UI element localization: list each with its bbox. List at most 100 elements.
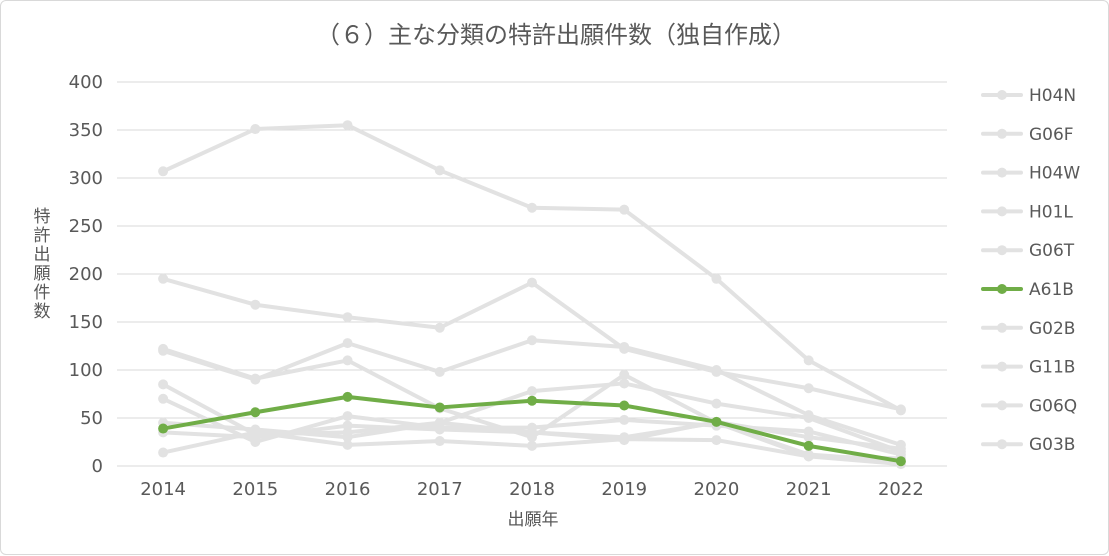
data-point bbox=[158, 393, 169, 404]
legend-label: G06F bbox=[1029, 125, 1074, 145]
data-point bbox=[895, 404, 906, 415]
legend-swatch-marker bbox=[997, 245, 1007, 256]
data-point bbox=[895, 443, 906, 454]
y-axis-title-char: 特 bbox=[34, 207, 51, 227]
data-point bbox=[250, 124, 261, 135]
series-H04N bbox=[158, 120, 906, 416]
data-point bbox=[434, 436, 445, 447]
data-point bbox=[434, 322, 445, 333]
legend-item-A61B: A61B bbox=[981, 280, 1074, 300]
legend-item-H04W: H04W bbox=[981, 164, 1080, 184]
y-tick-label: 50 bbox=[80, 408, 103, 429]
data-point bbox=[158, 166, 169, 177]
data-point bbox=[803, 383, 814, 394]
data-point bbox=[619, 434, 630, 445]
data-point bbox=[619, 204, 630, 215]
data-point bbox=[803, 432, 814, 443]
y-tick-label: 150 bbox=[69, 312, 103, 333]
data-point bbox=[527, 395, 537, 406]
data-point bbox=[803, 451, 814, 462]
legend-label: G03B bbox=[1029, 435, 1075, 455]
data-point bbox=[711, 273, 722, 284]
data-point bbox=[803, 440, 814, 451]
y-tick-label: 300 bbox=[69, 168, 103, 189]
series-G06F bbox=[158, 273, 906, 415]
y-tick-label: 250 bbox=[69, 216, 103, 237]
legend-swatch-marker bbox=[997, 439, 1007, 450]
legend-item-G02B: G02B bbox=[981, 319, 1075, 339]
legend-swatch-marker bbox=[997, 128, 1007, 139]
gridlines bbox=[117, 81, 947, 467]
data-point bbox=[342, 439, 353, 450]
y-tick-label: 350 bbox=[69, 120, 103, 141]
y-axis-ticks: 0 50 100 150 200 250 300 350 400 bbox=[69, 72, 103, 477]
legend-label: G06T bbox=[1029, 241, 1075, 261]
x-tick-label: 2014 bbox=[140, 479, 186, 500]
y-axis-title-char: 数 bbox=[34, 302, 51, 322]
data-point bbox=[803, 413, 814, 423]
data-point bbox=[342, 420, 353, 431]
series-lines bbox=[158, 120, 906, 470]
data-point bbox=[619, 369, 630, 380]
y-axis-title-char: 件 bbox=[34, 283, 51, 303]
data-point bbox=[342, 120, 353, 131]
data-point bbox=[711, 435, 722, 446]
data-point bbox=[619, 400, 630, 411]
y-axis-title-char: 出 bbox=[34, 245, 51, 265]
data-point bbox=[434, 424, 445, 435]
data-point bbox=[342, 391, 353, 402]
data-point bbox=[619, 341, 630, 352]
data-point bbox=[342, 411, 353, 422]
legend-label: H04N bbox=[1029, 86, 1076, 106]
legend-label: G06Q bbox=[1029, 396, 1077, 416]
y-tick-label: 100 bbox=[69, 360, 103, 381]
legend-item-G03B: G03B bbox=[981, 435, 1075, 455]
data-point bbox=[711, 398, 722, 409]
data-point bbox=[250, 427, 261, 438]
legend-item-H01L: H01L bbox=[981, 202, 1073, 222]
y-tick-label: 400 bbox=[69, 72, 103, 93]
x-tick-label: 2019 bbox=[601, 479, 647, 500]
data-point bbox=[527, 335, 537, 346]
y-axis-title-char: 許 bbox=[34, 226, 51, 246]
data-point bbox=[619, 414, 630, 425]
legend-label: H04W bbox=[1029, 164, 1080, 184]
legend-swatch-marker bbox=[997, 284, 1007, 294]
chart-title: （６）主な分類の特許出願件数（独自作成） bbox=[316, 21, 796, 49]
y-tick-label: 200 bbox=[69, 264, 103, 285]
legend-item-G11B: G11B bbox=[981, 358, 1075, 378]
data-point bbox=[250, 407, 261, 418]
legend-item-G06F: G06F bbox=[981, 125, 1074, 145]
legend: H04N G06F H04W H01L G06T A61B G02B G11B G06Q G03B bbox=[981, 86, 1080, 455]
series-line bbox=[161, 123, 903, 413]
data-point bbox=[895, 456, 906, 467]
data-point bbox=[342, 432, 353, 443]
data-point bbox=[527, 202, 537, 213]
legend-swatch-marker bbox=[997, 322, 1007, 333]
legend-swatch-marker bbox=[997, 90, 1007, 100]
x-axis-ticks: 2014 2015 2016 2017 2018 2019 2020 2021 2022 bbox=[140, 479, 924, 500]
data-point bbox=[158, 447, 169, 458]
data-point bbox=[158, 273, 169, 284]
data-point bbox=[527, 427, 537, 438]
x-tick-label: 2016 bbox=[325, 479, 371, 500]
legend-label: H01L bbox=[1029, 202, 1073, 222]
legend-item-G06T: G06T bbox=[981, 241, 1075, 261]
legend-label: G11B bbox=[1029, 358, 1075, 378]
legend-item-H04N: H04N bbox=[981, 86, 1076, 106]
data-point bbox=[527, 440, 537, 451]
y-axis-title: 特許出願件数 bbox=[34, 207, 51, 322]
data-point bbox=[250, 373, 261, 384]
data-point bbox=[158, 423, 169, 434]
data-point bbox=[342, 338, 353, 349]
data-point bbox=[803, 355, 814, 366]
data-point bbox=[711, 365, 722, 375]
data-point bbox=[158, 379, 169, 390]
x-axis-title: 出願年 bbox=[508, 510, 559, 530]
data-point bbox=[434, 402, 445, 413]
data-point bbox=[434, 366, 445, 377]
legend-label: A61B bbox=[1029, 280, 1074, 300]
y-tick-label: 0 bbox=[92, 456, 103, 477]
